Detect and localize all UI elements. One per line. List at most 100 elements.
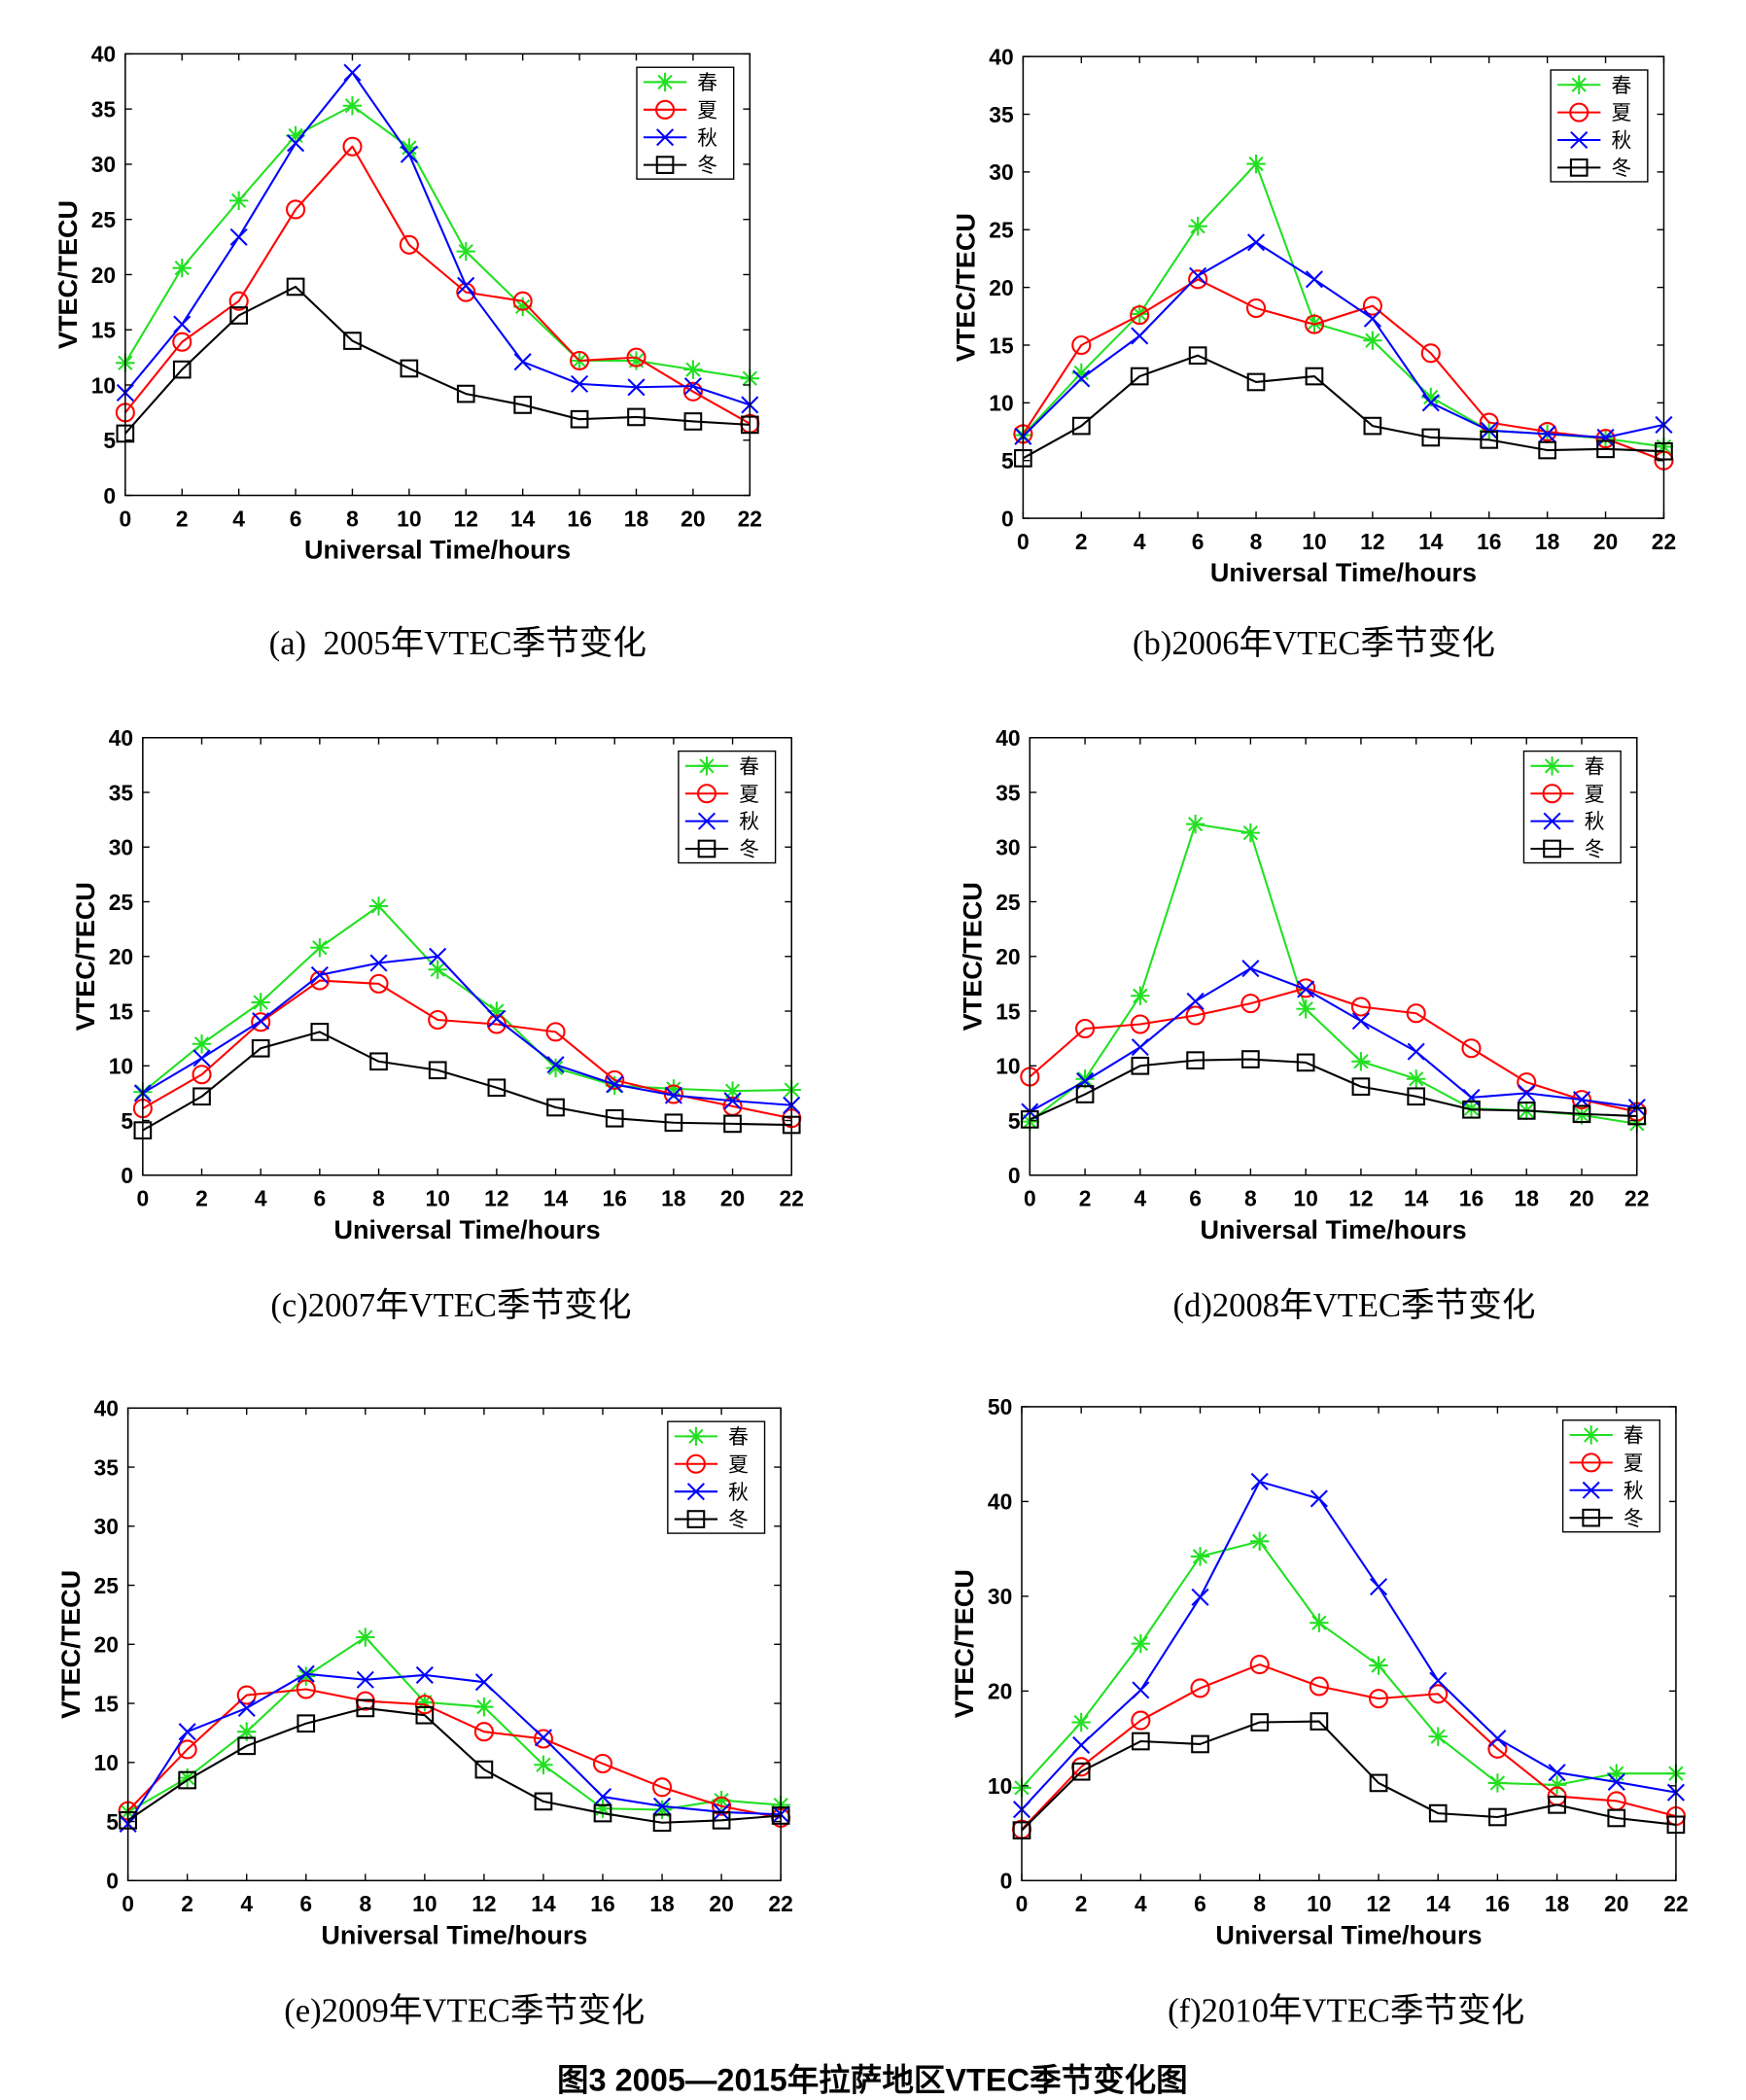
data-point [1596,428,1615,447]
y-axis-label: VTEC/TECU [958,882,987,1031]
data-point [1131,1056,1150,1075]
data-point [1305,367,1324,386]
marker-stroke [653,1797,672,1815]
data-point [1190,1547,1210,1566]
legend-label: 秋 [1624,1480,1644,1502]
data-point [626,347,646,368]
data-point [1130,367,1149,386]
marker-stroke [1187,816,1204,832]
legend-box [1522,750,1622,864]
marker-stroke [1569,158,1589,177]
chart-caption: (e)2009年VTEC季节变化 [284,1993,645,2030]
marker-stroke [1351,1077,1371,1096]
x-tick-label: 8 [1244,1186,1257,1211]
legend-entry-autumn: 秋 [674,1482,749,1504]
y-tick-label: 25 [989,218,1014,243]
data-point [1462,1100,1481,1119]
marker-stroke [688,1428,704,1445]
chart-panel: 0 2 4 6 8 10 12 14 16 18 20 22 0 5 10 15 20 25 30 35 40 Unive… [952,44,1677,661]
marker-stroke [1131,327,1149,345]
data-point [1072,369,1091,388]
series-summer [1011,1655,1686,1839]
data-point [1188,346,1207,366]
data-point [570,350,590,371]
chart-caption: (a) 2005年VTEC季节变化 [269,625,646,662]
legend-marker [1570,130,1589,150]
marker-stroke [230,192,247,209]
marker-stroke [571,374,589,393]
data-point [1548,1795,1566,1814]
data-point [1071,1712,1091,1732]
data-point [1186,1051,1205,1069]
marker-stroke [1350,997,1371,1017]
data-point [1406,1003,1426,1024]
y-tick-label: 0 [103,483,116,508]
marker-stroke [429,947,447,965]
series-autumn [1012,1472,1685,1819]
data-point [178,1723,196,1741]
y-tick-label: 20 [995,944,1020,969]
data-point [593,1803,612,1823]
x-tick-label: 16 [603,1186,627,1211]
data-point [1131,327,1149,345]
marker-stroke [1130,1014,1150,1034]
data-point [1305,270,1324,289]
y-tick-label: 0 [1008,1163,1021,1188]
marker-stroke [309,970,330,991]
data-point [712,1796,732,1816]
data-point [652,1813,672,1833]
x-tick-label: 0 [1016,1891,1029,1916]
marker-stroke [685,1453,706,1474]
y-axis-label: VTEC/TECU [950,1569,979,1718]
legend-entry-winter: 冬 [1569,1508,1644,1530]
data-point [1607,1772,1625,1791]
legend-marker [697,812,716,830]
data-point [513,353,532,371]
marker-stroke [1369,1773,1388,1793]
marker-stroke [172,332,192,352]
marker-stroke [486,1014,506,1034]
marker-stroke [1421,394,1440,412]
marker-stroke [399,234,419,255]
data-point [1369,1773,1388,1793]
data-point [1428,1684,1449,1704]
x-tick-label: 16 [567,506,591,531]
data-point [1250,1713,1270,1732]
marker-stroke [1249,1655,1270,1675]
y-tick-label: 10 [94,1750,119,1775]
figure-title: 图3 2005—2015年拉萨地区VTEC季节变化图 [557,2061,1188,2097]
x-tick-label: 20 [1604,1891,1628,1916]
data-point [512,297,533,317]
marker-stroke [344,98,361,114]
chart-panel: 0 2 4 6 8 10 12 14 16 18 20 22 0 5 10 15 20 25 30 35 40 Unive… [71,725,804,1324]
data-point [172,360,192,379]
data-point [343,63,362,82]
marker-stroke [1538,425,1556,443]
data-point [723,1114,742,1134]
chart-caption: (c)2007年VTEC季节变化 [270,1287,631,1324]
series-line [1022,278,1664,462]
data-point [474,1760,494,1779]
data-point [652,1800,672,1820]
data-point [1362,296,1382,316]
series-line [1022,354,1664,460]
x-tick-label: 4 [232,506,245,531]
y-tick-label: 10 [91,372,116,398]
y-tick-label: 15 [109,998,134,1024]
marker-stroke [1569,102,1589,122]
data-point [178,1770,197,1790]
data-point [1595,429,1616,449]
legend-entry-spring: 春 [1557,75,1631,97]
data-point [192,1034,212,1054]
marker-stroke [1132,1732,1150,1751]
data-point [356,1698,375,1718]
marker-stroke [1351,1012,1370,1031]
x-tick-label: 22 [1624,1186,1649,1211]
series-line [1022,241,1664,439]
legend-box [636,66,735,180]
y-tick-label: 30 [995,835,1020,860]
data-point [1190,1678,1210,1698]
data-point [1131,1633,1151,1654]
marker-stroke [1188,269,1208,290]
marker-stroke [1574,1107,1589,1123]
